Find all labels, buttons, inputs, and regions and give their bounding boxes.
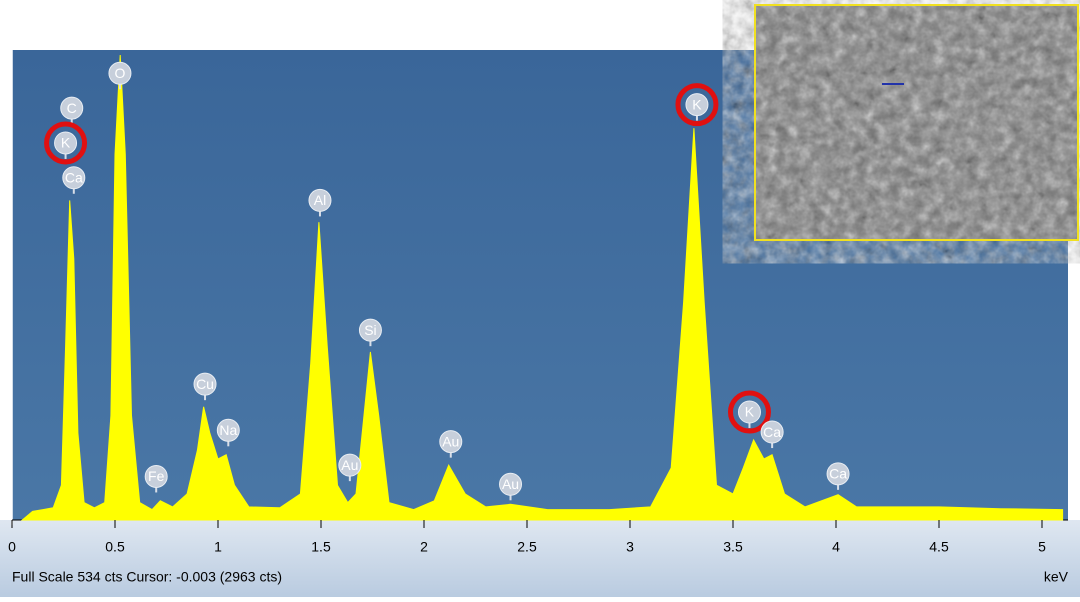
page: {"chart_data": {"type": "area", "color":… <box>0 0 1080 597</box>
x-tick-label: 1.5 <box>311 539 331 555</box>
peak-label: Au <box>442 433 459 449</box>
peak-label: Au <box>341 457 358 473</box>
peak-label: Ca <box>65 169 83 185</box>
peak-label: Au <box>502 476 519 492</box>
peak-label: Al <box>314 192 326 208</box>
x-tick-label: 2 <box>420 539 428 555</box>
x-tick-label: 0.5 <box>105 539 125 555</box>
peak-label: Ca <box>829 466 847 482</box>
peak-label: Ca <box>763 424 781 440</box>
peak-label: K <box>61 135 71 151</box>
peak-label: Cu <box>196 376 214 392</box>
x-tick-label: 1 <box>214 539 222 555</box>
peak-label: Na <box>219 422 237 438</box>
x-tick-label: 2.5 <box>517 539 537 555</box>
x-tick-label: 4 <box>832 539 840 555</box>
chart: C K Ca O Fe Cu Na Al Au Si Au Au K K Ca Ca Full Scale 5… <box>0 0 1080 597</box>
peak-label: C <box>67 100 77 116</box>
x-tick-label: 5 <box>1038 539 1046 555</box>
peak-label: O <box>114 65 125 81</box>
peak-label: K <box>745 404 755 420</box>
x-tick-label: 3 <box>626 539 634 555</box>
status-text: Full Scale 534 cts Cursor: -0.003 (2963 … <box>12 569 282 585</box>
sem-texture <box>755 5 1078 240</box>
x-tick-label: 4.5 <box>929 539 949 555</box>
peak-label: K <box>692 96 702 112</box>
x-tick-label: 3.5 <box>723 539 743 555</box>
peak-label: Fe <box>148 468 165 484</box>
x-tick-label: 0 <box>8 539 16 555</box>
x-axis-label: keV <box>1044 569 1069 585</box>
footer-band <box>0 520 1080 597</box>
peak-label: Si <box>364 322 376 338</box>
